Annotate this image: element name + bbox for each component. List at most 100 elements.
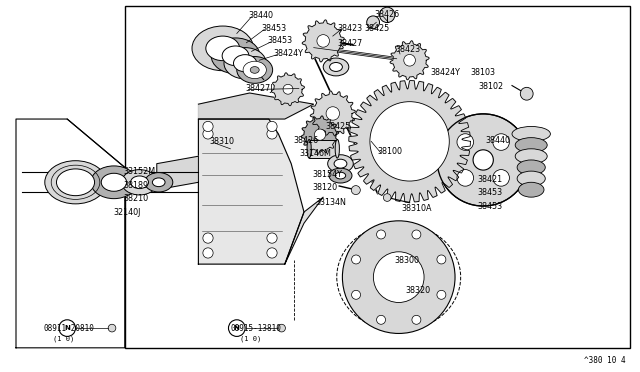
Text: 08911-20810: 08911-20810 (44, 324, 94, 333)
Polygon shape (271, 73, 305, 106)
Circle shape (473, 150, 493, 170)
Circle shape (203, 129, 213, 139)
Ellipse shape (335, 140, 339, 158)
Ellipse shape (335, 172, 346, 179)
Text: ^380 10 4: ^380 10 4 (584, 356, 626, 365)
Polygon shape (301, 116, 339, 153)
Ellipse shape (512, 126, 550, 141)
Ellipse shape (250, 67, 259, 73)
Circle shape (326, 107, 340, 120)
Text: 33134N: 33134N (316, 198, 346, 207)
Ellipse shape (56, 169, 95, 196)
Text: 38421: 38421 (477, 175, 502, 184)
Circle shape (351, 290, 360, 299)
Circle shape (267, 129, 277, 139)
Polygon shape (302, 20, 344, 62)
Ellipse shape (515, 149, 547, 164)
Circle shape (108, 324, 116, 332)
Circle shape (457, 170, 474, 186)
Circle shape (342, 221, 455, 333)
Bar (309, 140, 337, 158)
Circle shape (317, 35, 330, 47)
Text: 38440: 38440 (485, 136, 510, 145)
Polygon shape (198, 93, 314, 119)
Ellipse shape (101, 173, 127, 191)
Text: 38427J: 38427J (245, 84, 273, 93)
Circle shape (367, 16, 380, 29)
Text: 38154Y: 38154Y (312, 170, 342, 179)
Text: N: N (234, 325, 240, 331)
Circle shape (412, 230, 421, 239)
Ellipse shape (152, 178, 165, 187)
Text: 08915-13810: 08915-13810 (230, 324, 281, 333)
Ellipse shape (518, 182, 544, 197)
Circle shape (351, 255, 360, 264)
Circle shape (376, 315, 385, 324)
Circle shape (370, 102, 449, 181)
Text: 38424Y: 38424Y (274, 49, 304, 58)
Circle shape (437, 255, 446, 264)
Text: 38453: 38453 (477, 188, 502, 197)
Ellipse shape (237, 57, 273, 83)
Text: 38427: 38427 (338, 39, 363, 48)
Circle shape (383, 194, 391, 201)
Text: (1 0): (1 0) (240, 335, 261, 342)
Text: 38453: 38453 (261, 24, 286, 33)
Circle shape (267, 248, 277, 258)
Circle shape (412, 315, 421, 324)
Text: 38103: 38103 (470, 68, 495, 77)
Text: 38100: 38100 (378, 147, 403, 156)
Ellipse shape (334, 159, 347, 168)
Text: 38426: 38426 (293, 136, 318, 145)
Circle shape (314, 129, 326, 140)
Text: 38453: 38453 (268, 36, 292, 45)
Ellipse shape (122, 170, 157, 195)
Polygon shape (390, 41, 429, 80)
Circle shape (437, 114, 529, 206)
Polygon shape (310, 91, 355, 136)
Text: 38310: 38310 (210, 137, 235, 146)
Ellipse shape (45, 161, 106, 204)
Text: 38440: 38440 (248, 11, 273, 20)
Circle shape (437, 290, 446, 299)
Text: 38102: 38102 (479, 82, 504, 91)
Text: 38300: 38300 (394, 256, 419, 265)
Text: (1 0): (1 0) (53, 335, 74, 342)
Polygon shape (285, 197, 323, 264)
Circle shape (373, 252, 424, 302)
Circle shape (203, 121, 213, 132)
Ellipse shape (224, 48, 266, 79)
Ellipse shape (323, 58, 349, 76)
Text: 38423: 38423 (338, 24, 363, 33)
Text: 38426: 38426 (374, 10, 399, 19)
Circle shape (267, 233, 277, 243)
Ellipse shape (517, 160, 545, 175)
Ellipse shape (515, 138, 547, 153)
Circle shape (351, 186, 360, 195)
Ellipse shape (517, 171, 545, 186)
Circle shape (267, 121, 277, 132)
Polygon shape (349, 81, 470, 202)
Text: 38425: 38425 (365, 24, 390, 33)
Ellipse shape (222, 46, 249, 65)
Text: 38425: 38425 (325, 122, 350, 131)
Text: 38120: 38120 (312, 183, 337, 192)
Text: 33152M: 33152M (124, 167, 156, 176)
Ellipse shape (206, 36, 239, 61)
Ellipse shape (307, 140, 311, 158)
Circle shape (457, 134, 474, 150)
Ellipse shape (243, 61, 266, 78)
Circle shape (203, 233, 213, 243)
Ellipse shape (145, 173, 173, 192)
Circle shape (376, 230, 385, 239)
Text: 32140J: 32140J (114, 208, 141, 217)
Circle shape (283, 84, 293, 94)
Text: 38423: 38423 (396, 45, 420, 54)
Text: N: N (64, 325, 70, 331)
Circle shape (404, 54, 415, 66)
Ellipse shape (131, 176, 148, 189)
Text: 38424Y: 38424Y (430, 68, 460, 77)
Ellipse shape (234, 55, 257, 72)
Circle shape (380, 7, 395, 23)
Circle shape (493, 170, 509, 186)
